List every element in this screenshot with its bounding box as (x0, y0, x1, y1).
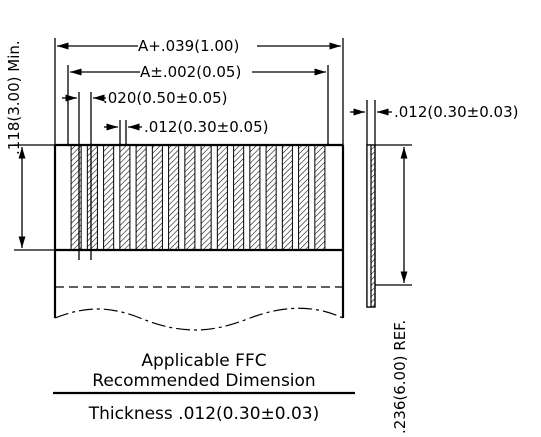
caption-line1: Applicable FFC (141, 351, 266, 371)
contact-strip (119, 144, 131, 251)
contact-strip (233, 144, 245, 251)
dim-contact-length-label: .118(3.00) Min. (5, 40, 23, 155)
caption-line2: Recommended Dimension (92, 371, 315, 391)
dim-contact-length: .118(3.00) Min. (5, 40, 55, 251)
contact-strip (216, 144, 228, 251)
dim-overall-width: A+.039(1.00) (54, 37, 344, 145)
contact-strip (168, 144, 180, 251)
contact-strip (86, 144, 98, 251)
contact-strip (103, 144, 115, 251)
dim-contact-width-label: .012(0.30±0.05) (144, 118, 268, 136)
contact-strip (200, 144, 212, 251)
contact-strip (314, 144, 326, 251)
contact-strip (265, 144, 277, 251)
contact-strips (70, 144, 326, 251)
contact-strip (135, 144, 147, 251)
dim-contact-width: .012(0.30±0.05) (104, 118, 268, 145)
dim-contact-span: A±.002(0.05) (67, 63, 329, 145)
caption-thickness: Thickness .012(0.30±0.03) (88, 404, 320, 424)
dim-overall-width-label: A+.039(1.00) (138, 37, 239, 55)
contact-strip (281, 144, 293, 251)
ffc-outline (53, 143, 345, 331)
dim-contact-span-label: A±.002(0.05) (140, 63, 241, 81)
ffc-side-view: .012(0.30±0.03) (350, 100, 518, 308)
dim-ref-length-label: .236(6.00) REF. (391, 320, 409, 434)
contact-strip (151, 144, 163, 251)
contact-strip (184, 144, 196, 251)
dim-pitch-label: .020(0.50±0.05) (103, 89, 227, 107)
dim-pitch: .020(0.50±0.05) (62, 89, 227, 260)
dim-ref-length: .236(6.00) REF. (375, 144, 412, 434)
dim-side-thickness-label: .012(0.30±0.03) (394, 103, 518, 121)
contact-strip (298, 144, 310, 251)
contact-strip (70, 144, 82, 251)
contact-strip (249, 144, 261, 251)
caption: Applicable FFC Recommended Dimension Thi… (53, 351, 355, 424)
